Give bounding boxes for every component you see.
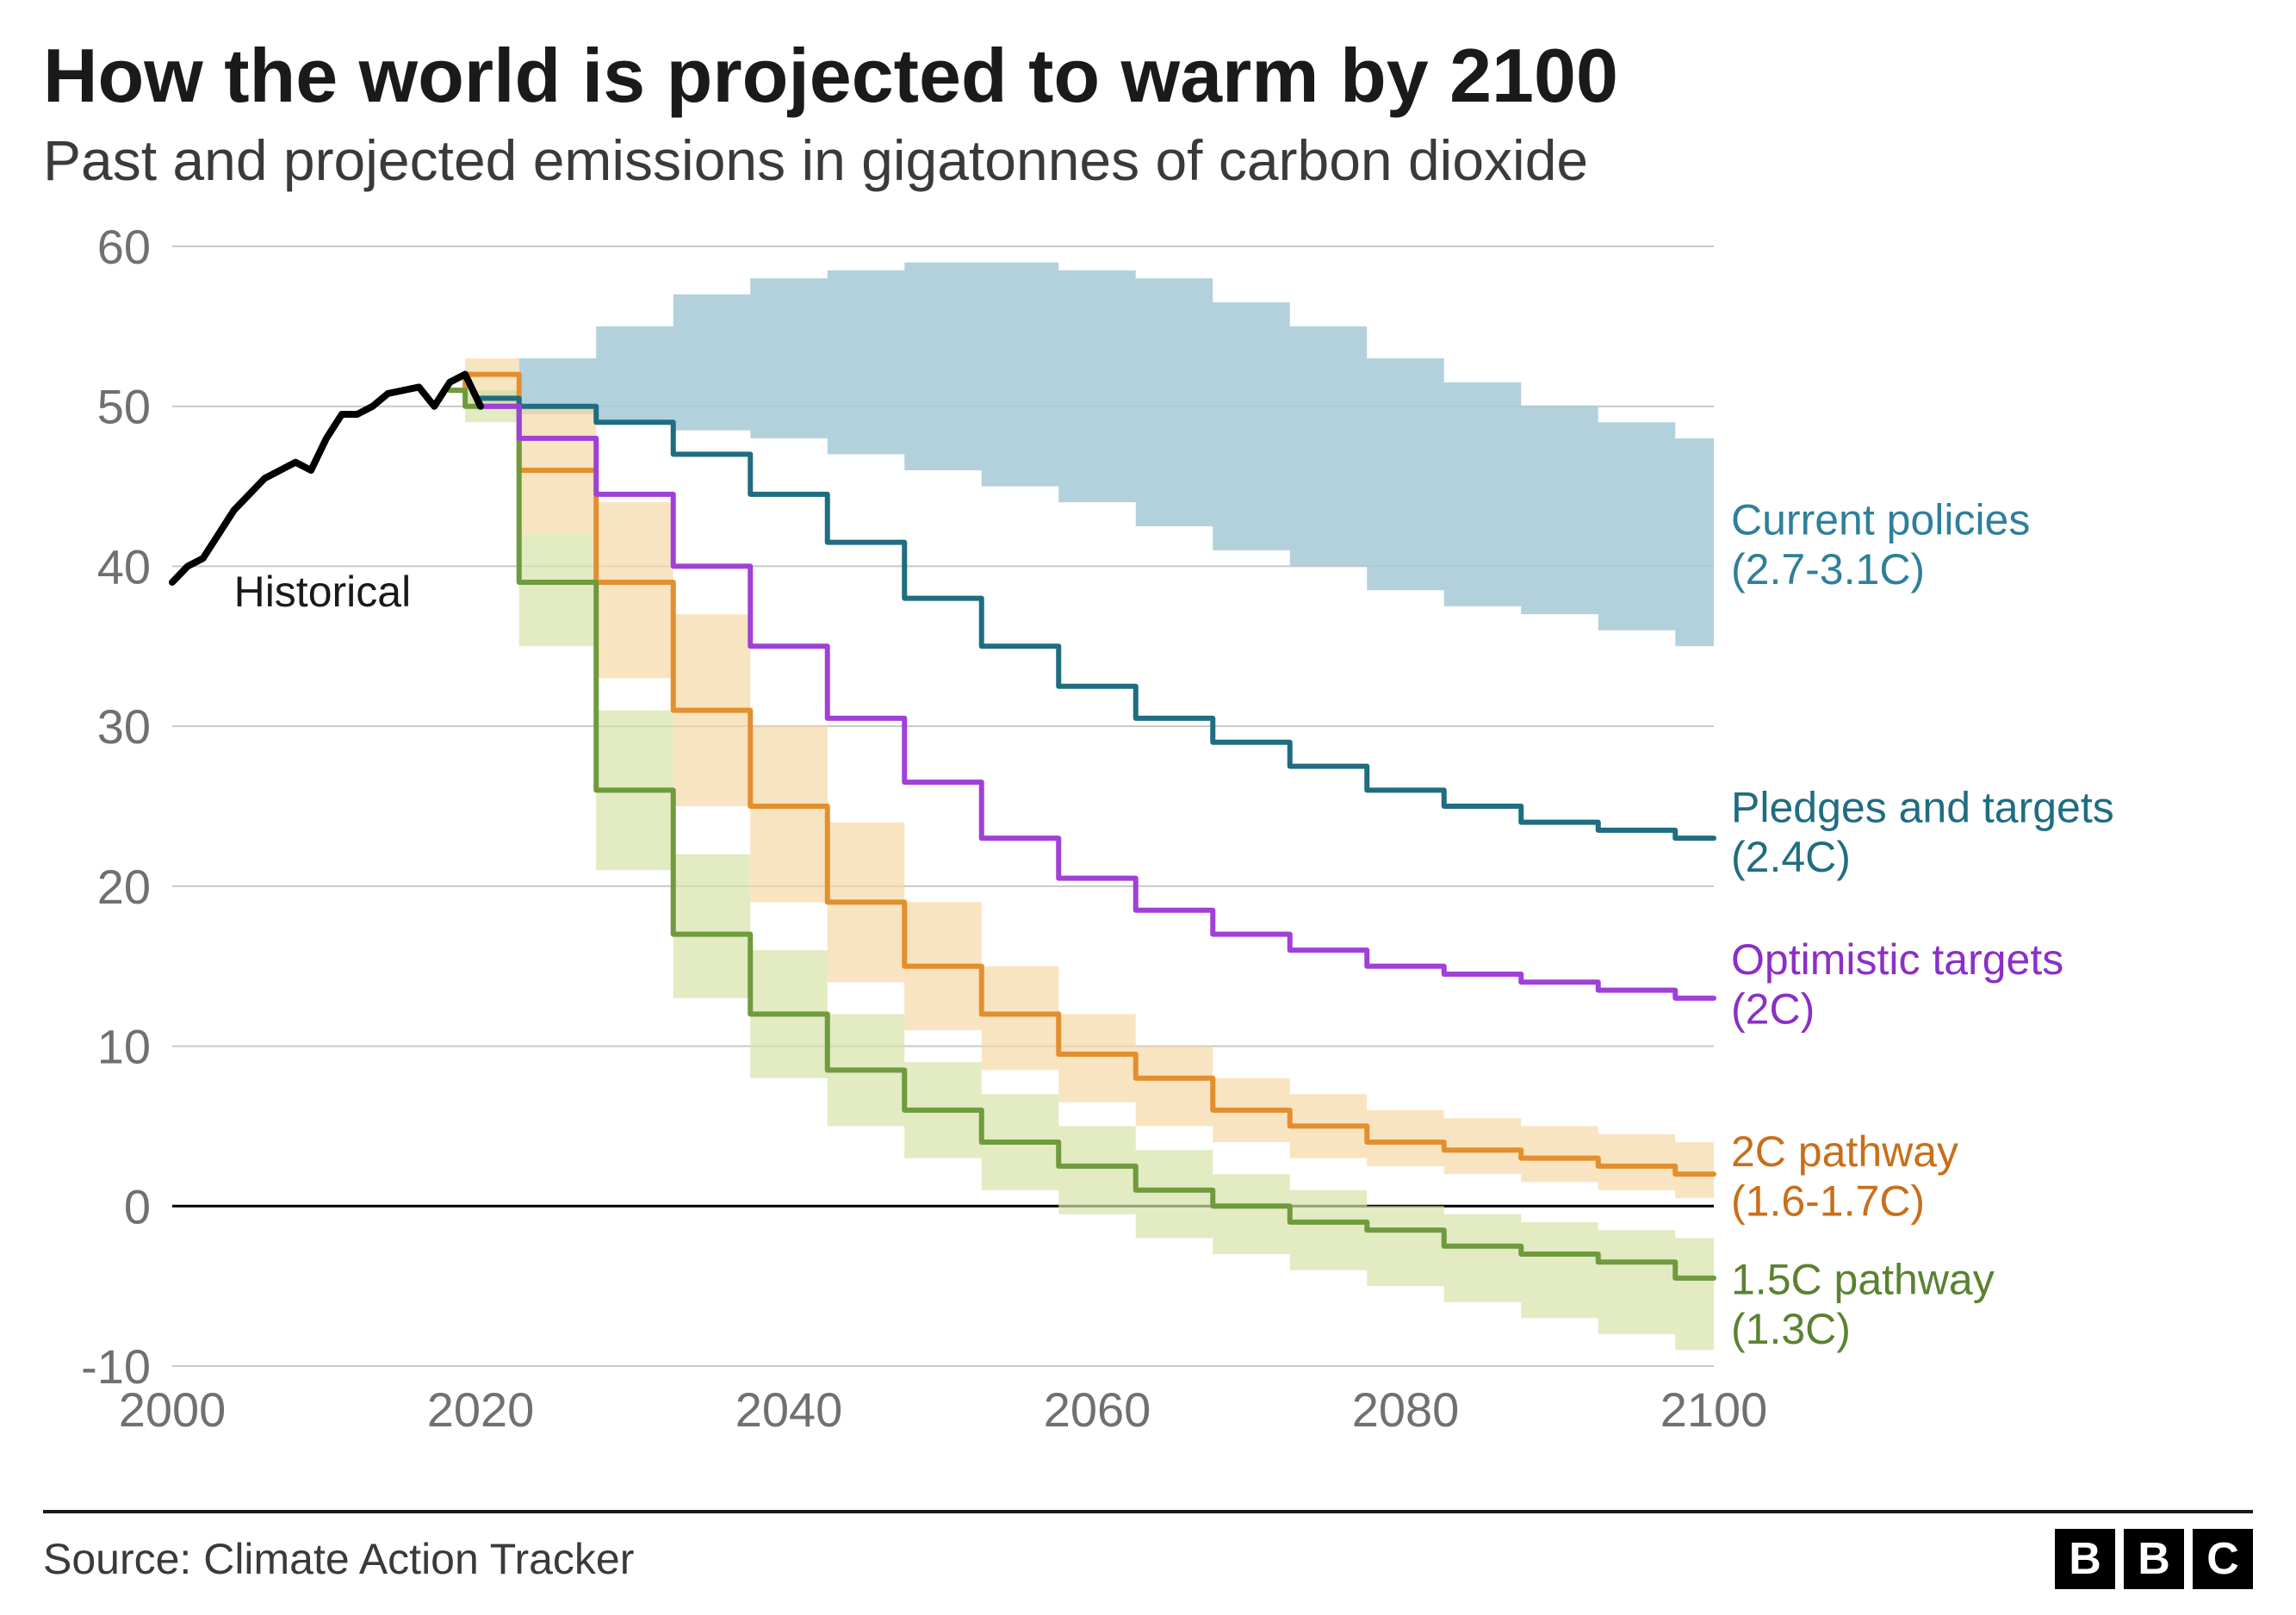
- chart-footer: Source: Climate Action Tracker B B C: [43, 1510, 2253, 1589]
- x-tick-label: 2040: [735, 1382, 843, 1437]
- x-tick-label: 2100: [1660, 1382, 1768, 1437]
- x-tick-label: 2020: [427, 1382, 535, 1437]
- current-policies-label: Current policies(2.7-3.1C): [1731, 495, 2030, 593]
- x-tick-label: 2000: [119, 1382, 226, 1437]
- 2c-pathway-label: 2C pathway(1.6-1.7C): [1731, 1127, 1958, 1226]
- optimistic-label: Optimistic targets(2C): [1731, 935, 2063, 1034]
- 15c-pathway-label: 1.5C pathway(1.3C): [1731, 1255, 1995, 1353]
- pledges-label: Pledges and targets(2.4C): [1731, 784, 2114, 882]
- y-tick-label: 40: [97, 539, 151, 593]
- x-tick-label: 2060: [1044, 1382, 1151, 1437]
- y-tick-label: 0: [124, 1179, 151, 1233]
- bbc-box-0: B: [2055, 1529, 2115, 1589]
- y-tick-label: 60: [97, 221, 151, 274]
- bbc-box-2: C: [2193, 1529, 2253, 1589]
- chart-title: How the world is projected to warm by 21…: [43, 34, 2253, 118]
- y-tick-label: 20: [97, 860, 151, 914]
- source-text: Source: Climate Action Tracker: [43, 1534, 634, 1584]
- chart-subtitle: Past and projected emissions in gigatonn…: [43, 127, 2253, 195]
- bbc-logo: B B C: [2055, 1529, 2253, 1589]
- emissions-chart: -100102030405060200020202040206020802100…: [43, 221, 2248, 1444]
- y-tick-label: 50: [97, 380, 151, 434]
- bbc-box-1: B: [2124, 1529, 2184, 1589]
- chart-container: -100102030405060200020202040206020802100…: [43, 221, 2248, 1444]
- y-tick-label: 10: [97, 1020, 151, 1074]
- x-tick-label: 2080: [1352, 1382, 1460, 1437]
- historical-label: Historical: [234, 568, 412, 616]
- y-tick-label: 30: [97, 699, 151, 754]
